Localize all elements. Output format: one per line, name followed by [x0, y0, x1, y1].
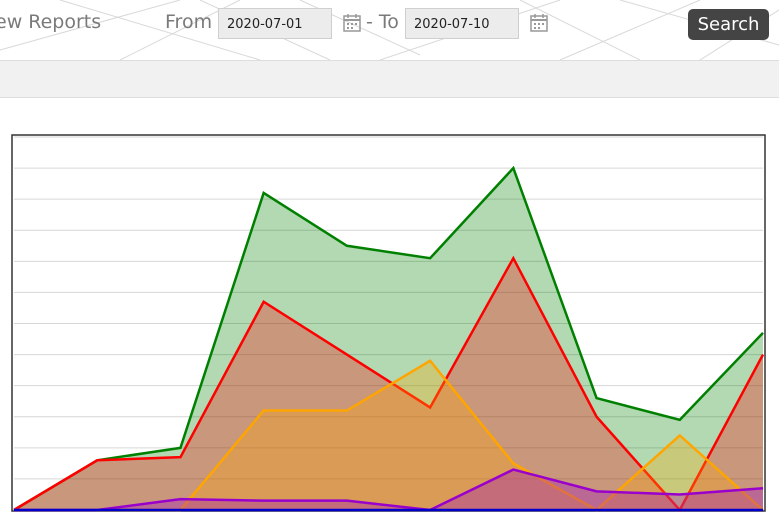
series-line: [14, 468, 764, 512]
series-area: [14, 360, 763, 510]
series-line: [13, 255, 765, 513]
chart: [11, 134, 766, 513]
toolbar: [0, 60, 779, 98]
search-button[interactable]: Search: [688, 9, 769, 40]
page-title: ew Reports: [0, 11, 102, 33]
to-date-input[interactable]: 2020-07-10: [405, 8, 519, 39]
calendar-icon[interactable]: [343, 13, 361, 33]
to-label: - To: [366, 11, 399, 33]
series-area: [14, 168, 763, 511]
calendar-icon[interactable]: [530, 13, 548, 33]
from-date-input[interactable]: 2020-07-01: [218, 8, 332, 39]
from-label: From: [165, 11, 213, 33]
series-line: [13, 165, 764, 512]
series-area: [14, 258, 763, 510]
